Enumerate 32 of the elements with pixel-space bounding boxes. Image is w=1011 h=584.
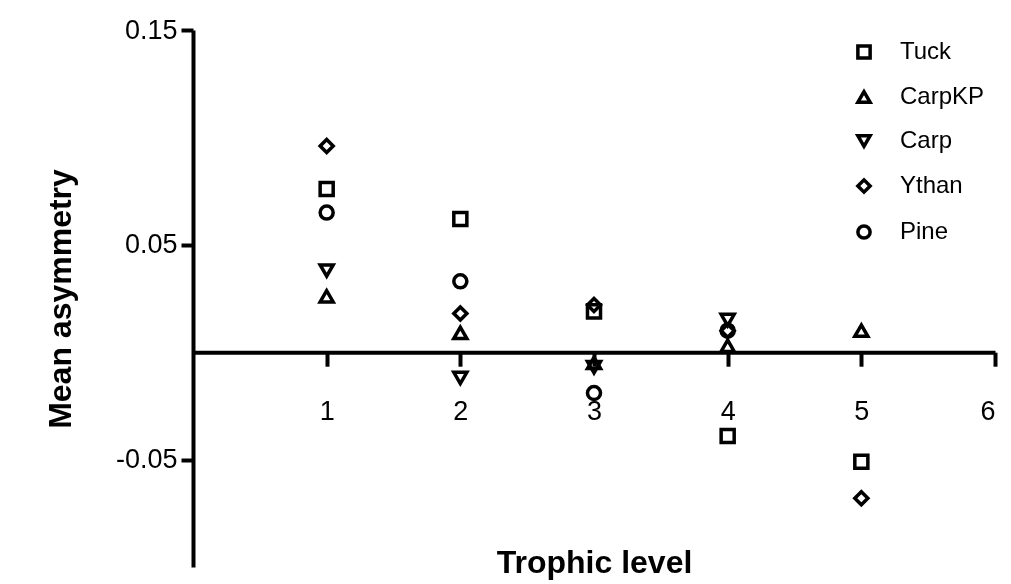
- y-axis-title: Mean asymmetry: [41, 168, 78, 429]
- point: [853, 323, 870, 339]
- legend-label: Ythan: [900, 171, 963, 198]
- point: [452, 273, 469, 290]
- x-tick-label: 5: [854, 395, 870, 426]
- point: [318, 137, 335, 155]
- point: [452, 325, 469, 341]
- legend-label: Carp: [900, 126, 953, 153]
- x-tick-label: 6: [980, 395, 996, 426]
- x-axis-title: Trophic level: [496, 543, 693, 580]
- point: [452, 370, 469, 386]
- point: [318, 288, 335, 304]
- point: [318, 263, 335, 278]
- legend-label: CarpKP: [900, 82, 985, 109]
- point: [853, 453, 870, 471]
- y-tick-label: -0.05: [115, 444, 178, 475]
- point: [585, 384, 603, 402]
- x-tick-label: 2: [453, 395, 469, 426]
- point: [318, 180, 335, 198]
- x-tick-label: 3: [586, 395, 603, 426]
- point: [452, 210, 469, 228]
- legend-label: Tuck: [900, 37, 953, 64]
- point: [719, 427, 736, 445]
- x-tick-label: 1: [319, 395, 335, 426]
- x-tick-label: 4: [720, 395, 736, 426]
- point: [452, 305, 469, 322]
- point: [318, 204, 335, 221]
- y-tick-label: 0.15: [124, 14, 178, 45]
- point: [585, 303, 603, 320]
- point: [853, 490, 870, 507]
- legend-label: Pine: [900, 217, 949, 244]
- y-tick-label: 0.05: [124, 229, 178, 260]
